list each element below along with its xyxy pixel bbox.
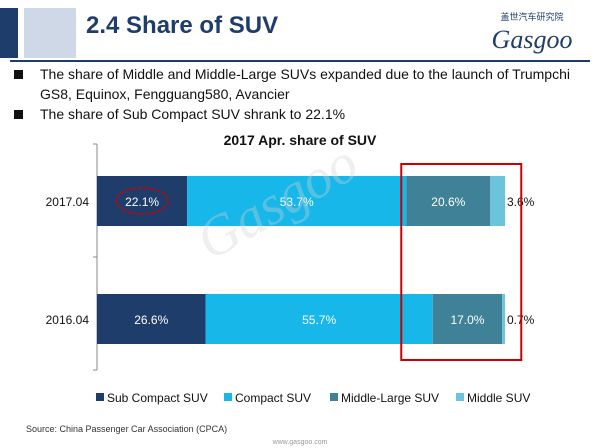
- bar-segment: [406, 176, 491, 226]
- stacked-bar-chart: 2017.04 22.1% 53.7% 20.6% 3.6%2016.04 26.6% 55…: [46, 143, 535, 405]
- bar-segment: [490, 176, 505, 226]
- legend-swatch: [224, 393, 232, 401]
- data-label: 20.6%: [431, 195, 465, 209]
- category-label: 2016.04: [46, 313, 90, 327]
- bar-segment: [187, 176, 407, 226]
- bullet-item: The share of Sub Compact SUV shrank to 2…: [12, 104, 592, 124]
- header-accent-dark: [0, 8, 18, 58]
- legend-swatch: [456, 393, 464, 401]
- header: 2.4 Share of SUV 盖世汽车研究院 Gasgoo: [0, 0, 600, 62]
- bullet-square-icon: [14, 70, 23, 79]
- source-note: Source: China Passenger Car Association …: [26, 424, 228, 434]
- legend-label: Sub Compact SUV: [107, 391, 208, 405]
- legend-swatch: [330, 393, 338, 401]
- footer-url: www.gasgoo.com: [272, 439, 328, 446]
- data-label: 22.1%: [125, 195, 159, 209]
- page-title: 2.4 Share of SUV: [86, 12, 279, 39]
- category-label: 2017.04: [46, 195, 90, 209]
- legend-label: Middle SUV: [467, 391, 530, 405]
- data-label: 17.0%: [450, 313, 484, 327]
- legend-label: Compact SUV: [235, 391, 311, 405]
- legend-label: Middle-Large SUV: [341, 391, 439, 405]
- gasgoo-logo: 盖世汽车研究院 Gasgoo: [492, 11, 573, 54]
- highlight-box: [400, 163, 523, 361]
- highlight-circle: [115, 187, 169, 215]
- bullet-list: The share of Middle and Middle-Large SUV…: [12, 64, 592, 124]
- chart-title: 2017 Apr. share of SUV: [223, 132, 377, 148]
- svg-text:盖世汽车研究院: 盖世汽车研究院: [500, 11, 563, 23]
- bar-segment: [432, 294, 503, 344]
- header-accent-light: [24, 8, 76, 58]
- data-label: 55.7%: [302, 313, 336, 327]
- data-label: 53.7%: [280, 195, 314, 209]
- bullet-square-icon: [14, 110, 23, 119]
- svg-text:Gasgoo: Gasgoo: [492, 25, 573, 54]
- bar-segment: [97, 294, 206, 344]
- header-divider: [10, 60, 590, 62]
- bar-segment: [97, 176, 188, 226]
- bullet-item: The share of Middle and Middle-Large SUV…: [12, 64, 592, 104]
- data-label: 26.6%: [134, 313, 168, 327]
- legend-swatch: [96, 393, 104, 401]
- bar-segment: [205, 294, 433, 344]
- bar-segment: [502, 294, 505, 344]
